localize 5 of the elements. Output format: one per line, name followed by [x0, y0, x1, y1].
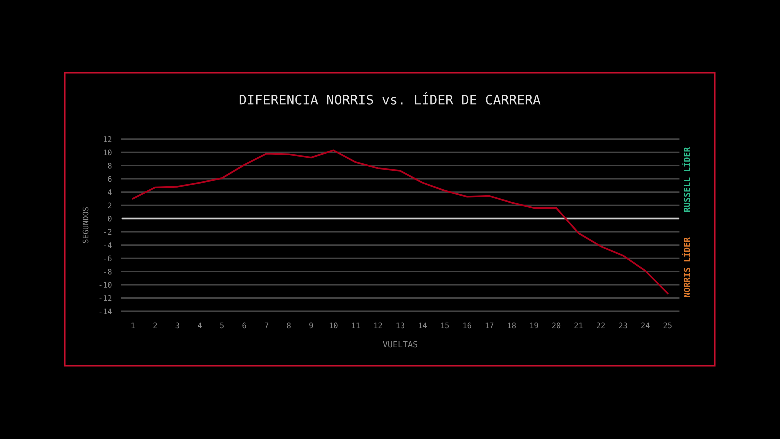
- chart-title: DIFERENCIA NORRIS vs. LÍDER DE CARRERA: [240, 92, 541, 105]
- text: NORRIS LÍDER: [682, 237, 690, 298]
- x-axis-title: VUELTAS: [383, 341, 418, 348]
- line-series: [132, 150, 669, 294]
- text: RUSSELL LÍDER: [682, 147, 690, 212]
